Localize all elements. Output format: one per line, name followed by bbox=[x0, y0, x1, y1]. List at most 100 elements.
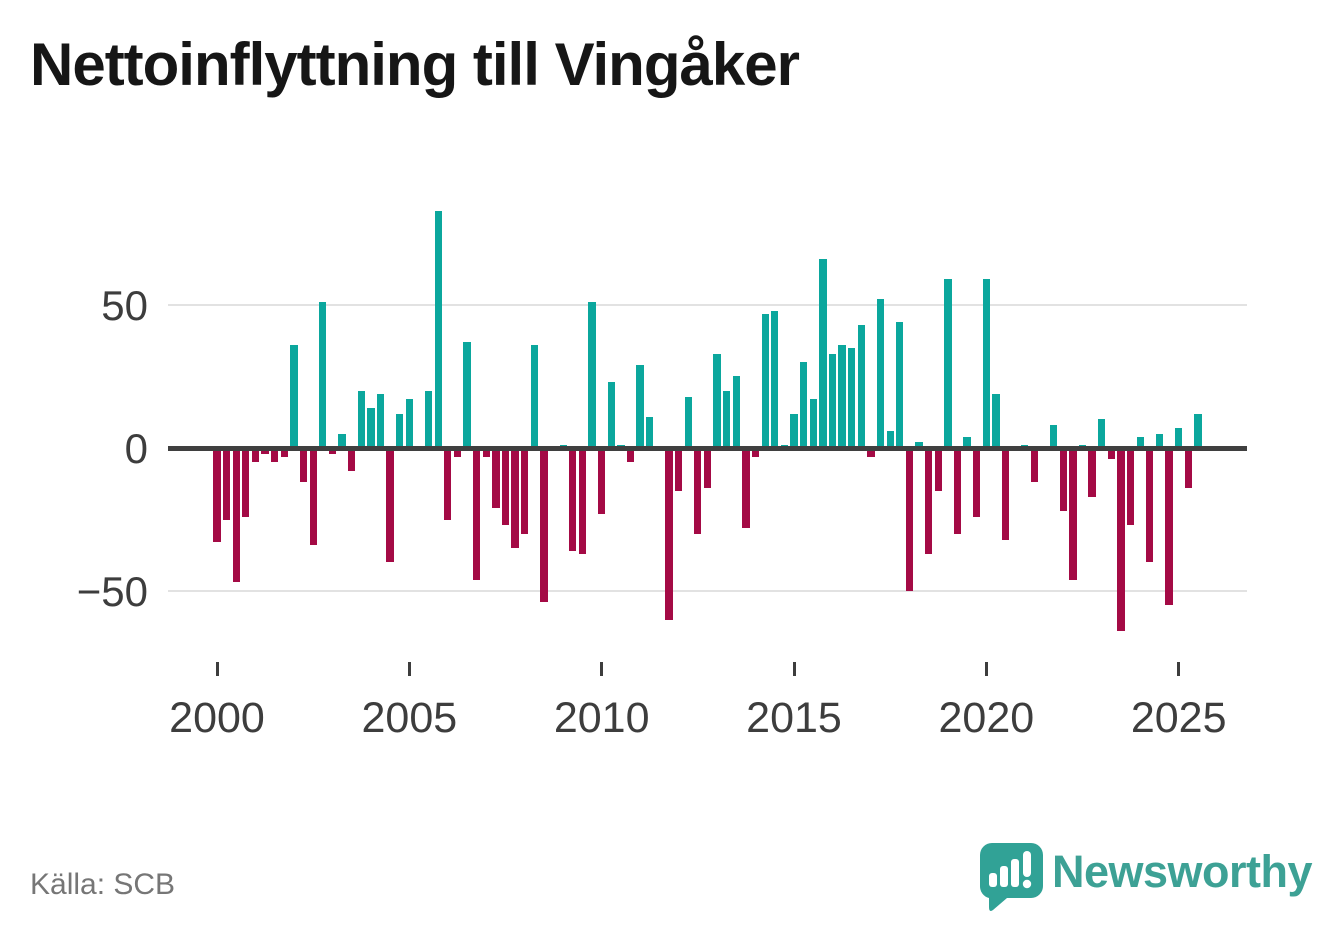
bar-2013Q1 bbox=[713, 353, 721, 448]
bar-2014Q3 bbox=[771, 310, 779, 448]
bar-2015Q2 bbox=[799, 362, 808, 448]
bar-2012Q2 bbox=[684, 396, 692, 448]
bar-2005Q4 bbox=[434, 210, 442, 448]
bar-2018Q4 bbox=[934, 448, 942, 491]
bar-2011Q2 bbox=[646, 416, 654, 448]
x-axis-label-2010: 2010 bbox=[553, 694, 650, 742]
logo-exclamation-stem bbox=[1023, 851, 1031, 877]
bar-2006Q4 bbox=[473, 448, 481, 580]
logo-bar-large bbox=[1011, 859, 1019, 887]
y-axis-label: 0 bbox=[124, 425, 148, 472]
x-axis-tick-2025 bbox=[1177, 662, 1181, 676]
bar-2002Q4 bbox=[319, 302, 327, 448]
logo-exclamation-dot bbox=[1022, 879, 1032, 889]
bar-2003Q4 bbox=[357, 390, 365, 448]
newsworthy-logo: Newsworthy bbox=[978, 842, 1313, 912]
bar-2017Q2 bbox=[876, 299, 885, 448]
bar-2010Q4 bbox=[626, 448, 635, 463]
bar-2007Q1 bbox=[482, 448, 490, 457]
source-text: Källa: SCB bbox=[30, 868, 176, 901]
bar-2004Q3 bbox=[386, 448, 394, 563]
bar-2004Q4 bbox=[396, 413, 404, 448]
bar-2018Q3 bbox=[925, 448, 933, 554]
bar-2017Q3 bbox=[886, 430, 894, 448]
bar-2009Q4 bbox=[588, 302, 596, 448]
bar-2016Q2 bbox=[838, 345, 846, 448]
bar-2022Q1 bbox=[1059, 448, 1067, 511]
bar-2021Q2 bbox=[1030, 448, 1039, 483]
bar-2010Q2 bbox=[607, 382, 615, 448]
bar-2007Q3 bbox=[501, 448, 510, 526]
bar-2018Q1 bbox=[905, 448, 914, 592]
bar-2002Q2 bbox=[299, 448, 308, 483]
bar-2008Q3 bbox=[540, 448, 548, 603]
x-axis-label-2015: 2015 bbox=[746, 694, 842, 742]
x-axis-label-2020: 2020 bbox=[938, 694, 1035, 742]
x-axis-tick-2005 bbox=[407, 662, 411, 676]
gridline--50 bbox=[168, 590, 1247, 593]
bar-2015Q4 bbox=[819, 259, 827, 448]
bar-2021Q4 bbox=[1050, 425, 1058, 448]
bar-2020Q1 bbox=[982, 279, 990, 448]
x-axis-label-2000: 2000 bbox=[169, 694, 265, 742]
bar-2023Q4 bbox=[1126, 448, 1135, 526]
bar-2000Q1 bbox=[213, 448, 221, 543]
bar-2002Q3 bbox=[309, 448, 317, 546]
bar-2025Q3 bbox=[1194, 413, 1202, 448]
logo-bar-small bbox=[989, 873, 997, 887]
bar-2006Q1 bbox=[444, 448, 452, 520]
newsworthy-wordmark: Newsworthy bbox=[1052, 846, 1313, 897]
gridline-50 bbox=[168, 303, 1247, 306]
bar-2017Q4 bbox=[896, 322, 904, 448]
bar-2016Q3 bbox=[848, 347, 856, 448]
bar-2019Q1 bbox=[944, 279, 952, 448]
x-axis-zero-line bbox=[168, 445, 1247, 451]
bar-2015Q1 bbox=[790, 413, 798, 448]
x-axis-tick-2020 bbox=[984, 662, 988, 676]
bar-2025Q1 bbox=[1175, 427, 1183, 448]
x-axis-tick-2015 bbox=[792, 662, 796, 676]
x-axis-label-2005: 2005 bbox=[361, 694, 458, 742]
bar-2024Q3 bbox=[1155, 433, 1164, 448]
bar-2012Q1 bbox=[674, 448, 683, 491]
bar-2013Q3 bbox=[732, 376, 740, 448]
newsworthy-bubble-icon bbox=[979, 843, 1043, 911]
bar-2016Q4 bbox=[857, 324, 865, 448]
y-axis-label: 50 bbox=[101, 281, 148, 329]
bar-2011Q4 bbox=[665, 448, 673, 620]
bar-2003Q2 bbox=[338, 433, 346, 448]
bar-2003Q1 bbox=[328, 448, 337, 454]
bar-2001Q3 bbox=[271, 448, 279, 463]
bar-2000Q3 bbox=[232, 448, 240, 583]
bar-2020Q3 bbox=[1001, 448, 1010, 540]
x-axis-label-2025: 2025 bbox=[1130, 694, 1227, 742]
chart-title: Nettoinflyttning till Vingåker bbox=[30, 31, 800, 98]
bar-2005Q1 bbox=[405, 399, 413, 448]
bar-2013Q2 bbox=[723, 390, 731, 448]
bar-2015Q3 bbox=[809, 399, 817, 448]
bar-2009Q2 bbox=[569, 448, 577, 551]
bar-2004Q1 bbox=[367, 407, 375, 448]
bar-2023Q3 bbox=[1117, 448, 1125, 632]
bar-2024Q2 bbox=[1146, 448, 1154, 563]
bar-2006Q3 bbox=[463, 342, 471, 448]
bar-2022Q4 bbox=[1088, 448, 1096, 497]
bar-2008Q1 bbox=[521, 448, 529, 534]
bar-2023Q2 bbox=[1107, 448, 1116, 460]
bar-2023Q1 bbox=[1098, 419, 1106, 448]
bar-2019Q2 bbox=[953, 448, 962, 534]
bar-2024Q1 bbox=[1136, 436, 1144, 448]
bar-2004Q2 bbox=[376, 393, 385, 448]
bar-2005Q3 bbox=[424, 390, 433, 448]
bar-2013Q4 bbox=[742, 448, 750, 529]
bar-2019Q3 bbox=[963, 436, 971, 448]
bar-2012Q4 bbox=[703, 448, 712, 489]
bar-2018Q2 bbox=[915, 442, 923, 448]
bar-2016Q1 bbox=[828, 353, 837, 448]
bar-2022Q2 bbox=[1069, 448, 1077, 580]
bar-2001Q2 bbox=[261, 448, 269, 454]
x-axis-tick-2010 bbox=[600, 662, 604, 676]
bar-2017Q1 bbox=[867, 448, 875, 457]
bar-2001Q1 bbox=[251, 448, 260, 463]
